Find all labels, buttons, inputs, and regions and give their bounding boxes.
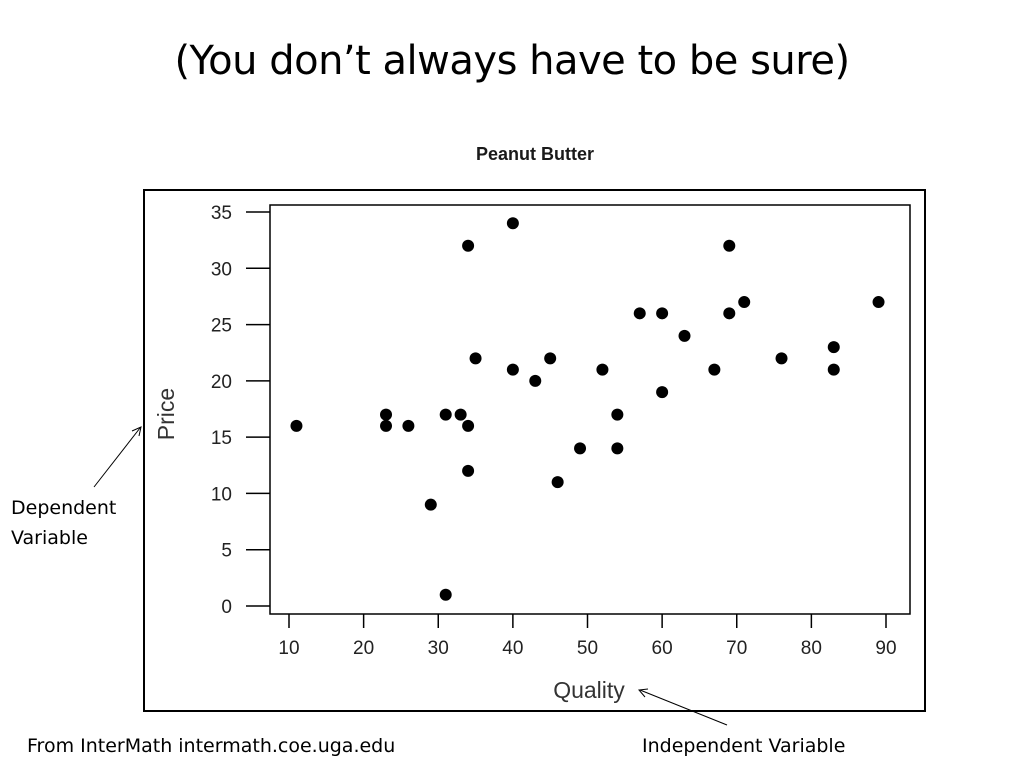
x-axis-label: Quality — [553, 677, 625, 703]
data-point — [738, 296, 751, 309]
data-point — [439, 408, 452, 421]
data-point — [424, 498, 437, 511]
data-point — [656, 307, 669, 320]
x-tick-label: 10 — [278, 638, 299, 659]
y-tick-label: 0 — [221, 597, 232, 618]
x-tick-label: 90 — [875, 638, 896, 659]
data-point — [290, 419, 303, 432]
y-axis: 0 5 10 15 20 25 30 35 — [211, 203, 270, 618]
data-point — [596, 363, 609, 376]
x-tick-label: 40 — [502, 638, 523, 659]
data-point — [454, 408, 467, 421]
data-point — [872, 296, 885, 309]
x-axis: 10 20 30 40 50 60 70 80 90 — [278, 614, 897, 659]
data-point — [708, 363, 721, 376]
data-point — [723, 307, 736, 320]
data-point — [611, 442, 624, 455]
y-tick-label: 25 — [211, 316, 232, 337]
data-point — [380, 408, 393, 421]
x-tick-label: 60 — [652, 638, 673, 659]
x-tick-label: 80 — [801, 638, 822, 659]
data-point — [827, 341, 840, 354]
y-tick-label: 35 — [211, 203, 232, 224]
data-point — [380, 419, 393, 432]
x-tick-label: 30 — [428, 638, 449, 659]
data-point — [544, 352, 557, 365]
y-tick-label: 15 — [211, 428, 232, 449]
y-tick-label: 20 — [211, 372, 232, 393]
chart-frame — [143, 189, 926, 712]
plot-area — [269, 204, 911, 615]
data-point — [506, 217, 519, 230]
data-point — [462, 464, 475, 477]
data-point — [439, 588, 452, 601]
data-point — [551, 476, 564, 489]
y-tick-label: 5 — [221, 541, 232, 562]
x-tick-label: 70 — [726, 638, 747, 659]
independent-variable-label: Independent Variable — [642, 735, 846, 757]
chart-title: Peanut Butter — [475, 144, 594, 164]
data-point — [827, 363, 840, 376]
data-point — [506, 363, 519, 376]
slide-title: (You don’t always have to be sure) — [174, 38, 850, 84]
y-tick-label: 10 — [211, 484, 232, 505]
independent-arrow — [638, 688, 728, 726]
dependent-variable-label: Dependent Variable — [11, 497, 117, 549]
data-point — [529, 374, 542, 387]
data-point — [633, 307, 646, 320]
data-point — [678, 329, 691, 342]
data-point — [462, 239, 475, 252]
data-point — [462, 419, 475, 432]
x-tick-label: 20 — [353, 638, 374, 659]
data-points — [290, 217, 885, 601]
data-point — [723, 239, 736, 252]
y-tick-label: 30 — [211, 259, 232, 280]
data-point — [402, 419, 415, 432]
data-point — [775, 352, 788, 365]
source-note: From InterMath intermath.coe.uga.edu — [27, 735, 396, 757]
data-point — [656, 386, 669, 399]
y-axis-label: Price — [153, 388, 179, 440]
data-point — [469, 352, 482, 365]
dependent-arrow — [93, 426, 142, 488]
data-point — [611, 408, 624, 421]
data-point — [574, 442, 587, 455]
x-tick-label: 50 — [577, 638, 598, 659]
